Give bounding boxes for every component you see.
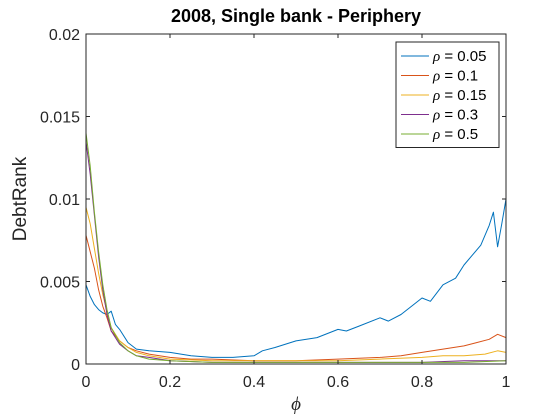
axes-layer: 0 0.2 0.4 0.6 0.8 1 0 0.005 0.01 0.015 0.02	[40, 27, 511, 391]
legend-entry: ρ = 0.15	[432, 87, 487, 104]
series-line-2	[85, 235, 507, 362]
legend-entry: ρ = 0.5	[432, 126, 478, 143]
x-tick-label: 0.6	[327, 374, 349, 391]
y-tick-label: 0.005	[40, 275, 80, 292]
legend-entry: ρ = 0.1	[432, 68, 478, 85]
series-line-5	[85, 132, 507, 363]
y-tick-label: 0.01	[49, 192, 80, 209]
y-tick-label: 0.02	[49, 27, 80, 44]
y-tick-label: 0.015	[40, 110, 80, 127]
x-tick-label: 0.2	[159, 374, 181, 391]
chart-title: 2008, Single bank - Periphery	[171, 6, 421, 26]
y-tick-label: 0	[71, 357, 80, 374]
series-line-1	[85, 198, 507, 358]
legend-entry: ρ = 0.05	[432, 48, 487, 65]
series-layer	[85, 132, 507, 363]
x-axis-label: ϕ	[291, 394, 301, 415]
x-tick-label: 0	[82, 374, 91, 391]
y-axis-label: DebtRank	[10, 156, 31, 241]
series-line-3	[85, 207, 507, 362]
x-tick-label: 1	[502, 374, 511, 391]
legend-entry: ρ = 0.3	[432, 107, 478, 124]
legend: ρ = 0.05 ρ = 0.1 ρ = 0.15 ρ = 0.3 ρ = 0.5	[395, 41, 500, 148]
x-tick-label: 0.4	[243, 374, 265, 391]
x-tick-label: 0.8	[411, 374, 433, 391]
